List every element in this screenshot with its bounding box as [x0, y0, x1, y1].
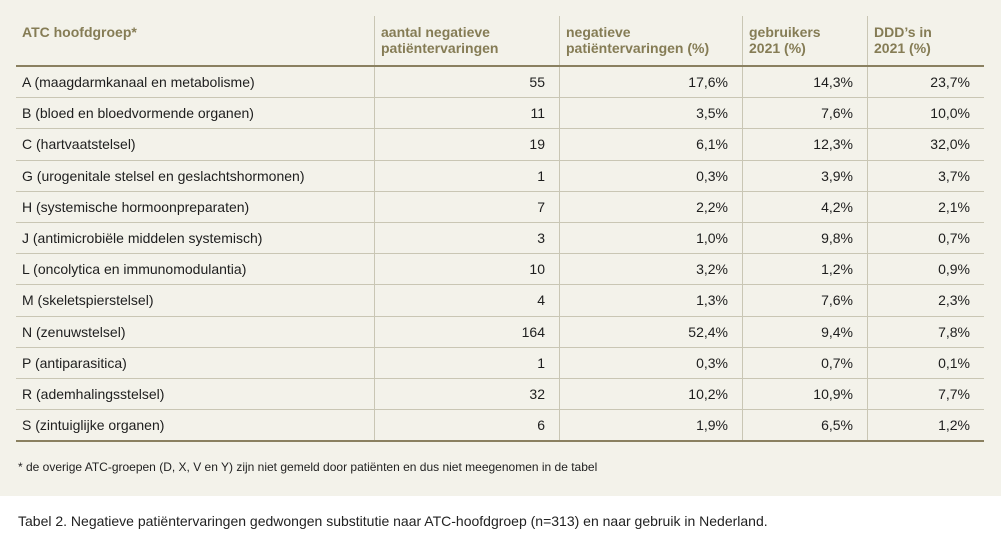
value-cell: 55: [374, 66, 560, 98]
table-caption: Tabel 2. Negatieve patiëntervaringen ged…: [18, 513, 768, 529]
value-cell: 1,3%: [559, 284, 743, 316]
table-row: R (ademhalingsstelsel) 32 10,2% 10,9% 7,7%: [16, 377, 984, 410]
value-cell: 7: [374, 190, 560, 223]
value-cell: 2,2%: [559, 190, 743, 223]
table-row: N (zenuwstelsel) 164 52,4% 9,4% 7,8%: [16, 315, 984, 348]
atc-group-cell: R (ademhalingsstelsel): [16, 377, 375, 410]
atc-group-cell: G (urogenitale stelsel en geslachtshormo…: [16, 159, 375, 192]
table-panel: ATC hoofdgroep* aantal negatieve patiënte…: [0, 0, 1001, 496]
atc-group-cell: A (maagdarmkanaal en metabolisme): [22, 74, 255, 91]
header-ddd-2021: DDD’s in 2021 (%): [867, 16, 984, 67]
table-row: B (bloed en bloedvormende organen) 11 3,5%…: [16, 97, 984, 129]
atc-table: ATC hoofdgroep* aantal negatieve patiënte…: [16, 16, 984, 443]
table-row: G (urogenitale stelsel en geslachtshormo…: [16, 159, 984, 192]
value-cell: 52,4%: [559, 315, 743, 348]
value-cell: 3,9%: [742, 159, 868, 192]
value-cell: 10,0%: [867, 97, 984, 129]
value-cell: 1,9%: [559, 409, 743, 443]
atc-group-cell: J (antimicrobiële middelen systemisch): [16, 221, 375, 254]
value-cell: 164: [374, 315, 560, 348]
value-cell: 23,7%: [867, 66, 984, 98]
value-cell: 6,5%: [742, 409, 868, 443]
value-cell: 19: [374, 128, 560, 161]
value-cell: 1: [374, 346, 560, 379]
value-cell: 6,1%: [559, 128, 743, 161]
atc-group-cell: H (systemische hormoonpreparaten): [16, 190, 375, 223]
value-cell: 0,7%: [867, 221, 984, 254]
value-cell: 7,6%: [742, 97, 868, 129]
value-cell: 0,9%: [867, 253, 984, 285]
table-row: L (oncolytica en immunomodulantia) 10 3,2%…: [16, 253, 984, 285]
value-cell: 14,3%: [742, 66, 868, 98]
atc-group-cell: P (antiparasitica): [16, 346, 375, 379]
value-cell: 3: [374, 221, 560, 254]
value-cell: 0,7%: [742, 346, 868, 379]
table-row: H (systemische hormoonpreparaten) 7 2,2% 4,…: [16, 190, 984, 223]
value-cell: 7,6%: [742, 284, 868, 316]
header-count-negative: aantal negatieve patiëntervaringen: [374, 16, 560, 67]
value-cell: 12,3%: [742, 128, 868, 161]
table-row: A (maagdarmkanaal en metabolisme) 55 17,6%…: [16, 66, 984, 98]
atc-group-cell: C (hartvaatstelsel): [16, 128, 375, 161]
atc-group-cell: B (bloed en bloedvormende organen): [16, 97, 375, 129]
atc-group-cell: L (oncolytica en immunomodulantia): [16, 253, 375, 285]
header-atc-group: ATC hoofdgroep*: [16, 16, 375, 67]
value-cell: 1,2%: [742, 253, 868, 285]
value-cell: 10,9%: [742, 377, 868, 410]
value-cell: 17,6%: [559, 66, 743, 98]
atc-group-cell: S (zintuiglijke organen): [16, 409, 375, 443]
value-cell: 1: [374, 159, 560, 192]
value-cell: 1,0%: [559, 221, 743, 254]
value-cell: 7,7%: [867, 377, 984, 410]
table-row: M (skeletspierstelsel) 4 1,3% 7,6% 2,3%: [16, 284, 984, 316]
value-cell: 2,3%: [867, 284, 984, 316]
table-row: S (zintuiglijke organen) 6 1,9% 6,5% 1,2%: [16, 409, 984, 443]
value-cell: 0,3%: [559, 159, 743, 192]
value-cell: 2,1%: [867, 190, 984, 223]
table-header-row: ATC hoofdgroep* aantal negatieve patiënte…: [16, 16, 984, 67]
table-row: J (antimicrobiële middelen systemisch) 3 1…: [16, 221, 984, 254]
value-cell: 6: [374, 409, 560, 443]
header-users-2021: gebruikers 2021 (%): [742, 16, 868, 67]
value-cell: 4: [374, 284, 560, 316]
value-cell: 3,5%: [559, 97, 743, 129]
value-cell: 9,4%: [742, 315, 868, 348]
value-cell: 11: [374, 97, 560, 129]
value-cell: 1,2%: [867, 409, 984, 443]
value-cell: 4,2%: [742, 190, 868, 223]
value-cell: 7,8%: [867, 315, 984, 348]
value-cell: 10: [374, 253, 560, 285]
value-cell: 0,3%: [559, 346, 743, 379]
value-cell: 32,0%: [867, 128, 984, 161]
value-cell: 10,2%: [559, 377, 743, 410]
value-cell: 3,7%: [867, 159, 984, 192]
value-cell: 32: [374, 377, 560, 410]
header-percent-negative: negatieve patiëntervaringen (%): [559, 16, 743, 67]
atc-group-cell: N (zenuwstelsel): [16, 315, 375, 348]
table-row: C (hartvaatstelsel) 19 6,1% 12,3% 32,0%: [16, 128, 984, 161]
atc-group-cell: M (skeletspierstelsel): [16, 284, 375, 316]
table-row: P (antiparasitica) 1 0,3% 0,7% 0,1%: [16, 346, 984, 379]
table-footnote: * de overige ATC-groepen (D, X, V en Y) …: [18, 460, 598, 474]
value-cell: 9,8%: [742, 221, 868, 254]
value-cell: 0,1%: [867, 346, 984, 379]
value-cell: 3,2%: [559, 253, 743, 285]
